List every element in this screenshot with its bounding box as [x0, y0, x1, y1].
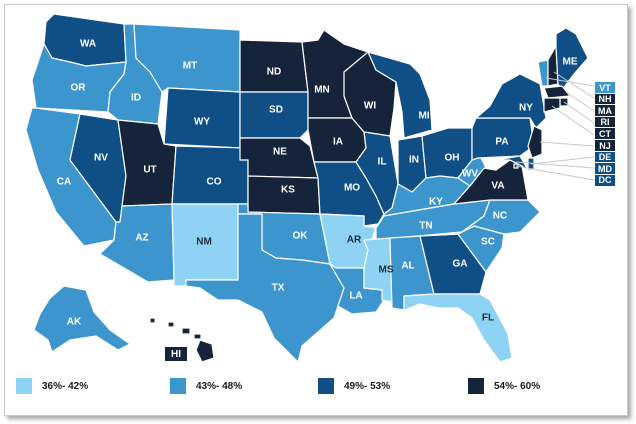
label-NM: NM — [196, 237, 212, 248]
legend-label-4: 54%- 60% — [494, 380, 541, 392]
label-AK: AK — [67, 317, 82, 328]
label-MN: MN — [314, 85, 330, 96]
label-AZ: AZ — [135, 233, 148, 244]
label-NC: NC — [493, 211, 507, 222]
label-IL: IL — [378, 157, 387, 168]
label-MT: MT — [183, 61, 197, 72]
legend-swatch-4 — [468, 378, 484, 394]
legend-item-3: 49%- 53% — [318, 378, 390, 394]
legend: 36%- 42% 43%- 48% 49%- 53% 54%- 60% — [0, 378, 636, 402]
state-HI — [149, 317, 215, 363]
label-HI: HI — [164, 346, 188, 362]
label-MO: MO — [344, 183, 360, 194]
label-TN: TN — [419, 221, 432, 232]
legend-swatch-1 — [16, 378, 32, 394]
state-NC — [419, 199, 541, 237]
label-MI: MI — [418, 111, 429, 122]
label-PA: PA — [495, 137, 508, 148]
legend-label-2: 43%- 48% — [196, 380, 243, 392]
state-SD — [239, 91, 309, 139]
label-CA: CA — [57, 177, 71, 188]
legend-item-1: 36%- 42% — [16, 378, 88, 394]
state-AK — [33, 285, 131, 353]
label-ID: ID — [131, 93, 141, 104]
legend-label-1: 36%- 42% — [42, 380, 89, 392]
label-KY: KY — [429, 197, 443, 208]
legend-swatch-3 — [318, 378, 334, 394]
label-NY: NY — [519, 103, 533, 114]
label-CO: CO — [207, 177, 222, 188]
label-IN: IN — [409, 155, 419, 166]
label-FL: FL — [482, 313, 494, 324]
state-NJ — [527, 125, 543, 159]
state-TX — [185, 213, 345, 363]
label-WV: WV — [462, 169, 478, 180]
legend-item-4: 54%- 60% — [468, 378, 540, 394]
label-WA: WA — [80, 39, 96, 50]
label-NE: NE — [273, 147, 287, 158]
label-GA: GA — [453, 259, 468, 270]
label-SC: SC — [481, 237, 495, 248]
callout-DC: DC — [594, 173, 616, 187]
state-MA — [543, 85, 571, 99]
state-IL — [355, 131, 399, 215]
legend-item-2: 43%- 48% — [170, 378, 242, 394]
label-WY: WY — [194, 117, 210, 128]
label-KS: KS — [281, 185, 295, 196]
label-TX: TX — [272, 283, 285, 294]
label-OH: OH — [445, 153, 460, 164]
label-SD: SD — [269, 105, 283, 116]
legend-label-3: 49%- 53% — [344, 380, 391, 392]
label-ME: ME — [563, 57, 578, 68]
callout-lines — [515, 71, 595, 181]
label-AR: AR — [347, 235, 362, 246]
label-ND: ND — [267, 67, 281, 78]
state-FL — [403, 293, 513, 363]
label-OR: OR — [71, 83, 87, 94]
legend-swatch-2 — [170, 378, 186, 394]
state-NY — [475, 73, 547, 129]
label-MS: MS — [379, 265, 394, 276]
label-UT: UT — [143, 165, 156, 176]
label-IA: IA — [333, 137, 343, 148]
label-OK: OK — [293, 231, 309, 242]
callout-RI: RI — [594, 115, 616, 129]
label-VA: VA — [491, 181, 504, 192]
label-AL: AL — [401, 261, 414, 272]
label-LA: LA — [349, 291, 362, 302]
label-NV: NV — [94, 153, 108, 164]
state-MI — [367, 51, 433, 139]
label-WI: WI — [364, 101, 376, 112]
